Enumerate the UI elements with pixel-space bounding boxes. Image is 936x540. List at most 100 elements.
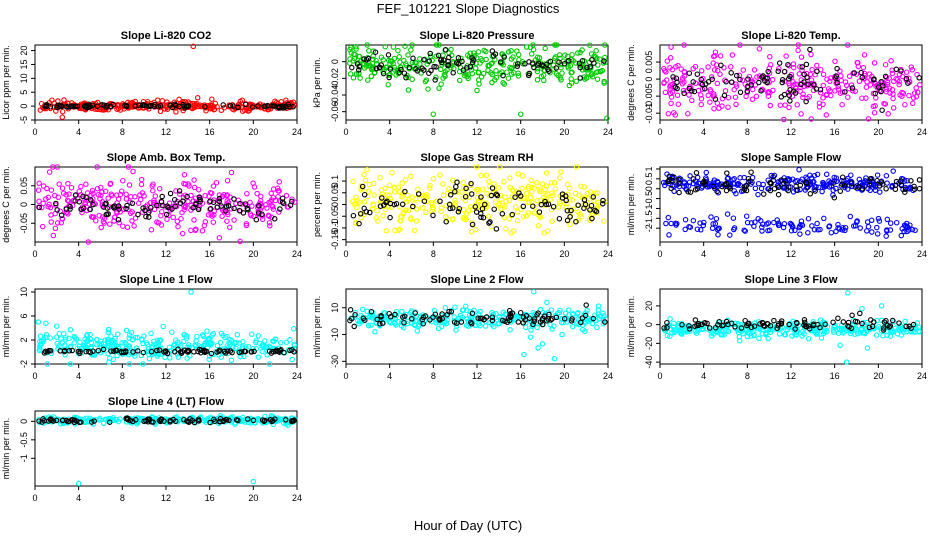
data-point xyxy=(455,61,462,67)
data-point xyxy=(217,416,224,422)
data-point xyxy=(431,307,438,314)
data-point xyxy=(591,197,597,204)
data-point xyxy=(712,53,718,59)
data-point xyxy=(871,60,878,66)
data-point xyxy=(259,348,265,355)
data-point xyxy=(686,92,692,98)
data-point xyxy=(752,185,759,192)
data-point xyxy=(777,102,784,108)
data-point xyxy=(528,51,535,57)
data-point xyxy=(391,189,398,195)
data-point xyxy=(216,347,223,353)
x-tick-label: 16 xyxy=(516,249,526,259)
data-point xyxy=(916,328,922,334)
data-point xyxy=(719,183,725,190)
data-point xyxy=(549,316,555,322)
data-point xyxy=(861,70,868,77)
data-point xyxy=(708,214,714,220)
data-point xyxy=(568,80,575,86)
data-point xyxy=(117,209,123,215)
data-point xyxy=(211,212,217,218)
data-point xyxy=(398,66,404,73)
data-point xyxy=(873,95,879,101)
data-point xyxy=(775,68,781,75)
data-point xyxy=(379,195,385,201)
data-point xyxy=(820,71,827,78)
x-tick-label: 16 xyxy=(205,127,215,137)
data-point xyxy=(569,69,575,76)
data-point xyxy=(767,89,773,96)
data-point xyxy=(727,232,733,238)
data-point xyxy=(661,182,668,189)
data-point xyxy=(452,304,458,310)
data-point xyxy=(845,290,851,296)
data-point xyxy=(204,328,210,334)
data-point xyxy=(196,418,202,424)
data-point xyxy=(492,77,498,83)
data-point xyxy=(833,228,839,235)
data-point xyxy=(455,209,462,215)
data-point xyxy=(37,344,43,350)
data-point xyxy=(395,184,402,190)
data-point xyxy=(550,192,556,199)
data-point xyxy=(887,220,894,226)
data-point xyxy=(94,164,100,170)
data-point xyxy=(275,348,281,355)
data-point xyxy=(797,231,803,237)
data-point xyxy=(369,312,376,319)
data-point xyxy=(415,186,421,192)
data-point xyxy=(98,224,104,231)
data-point xyxy=(254,190,260,197)
data-point xyxy=(36,418,42,424)
data-point xyxy=(661,67,668,74)
data-point xyxy=(452,200,459,206)
data-point xyxy=(44,361,51,367)
x-tick-label: 0 xyxy=(343,371,348,381)
data-point xyxy=(473,209,480,215)
data-point xyxy=(83,194,89,201)
data-point xyxy=(698,68,705,74)
data-point xyxy=(74,103,81,109)
data-point xyxy=(446,54,452,61)
data-point xyxy=(509,211,516,218)
data-point xyxy=(909,100,916,107)
data-point xyxy=(61,342,68,348)
data-point xyxy=(433,42,440,48)
data-point xyxy=(663,220,669,227)
data-point xyxy=(151,103,157,110)
data-point xyxy=(884,180,890,186)
data-point xyxy=(756,335,762,342)
data-point xyxy=(368,73,375,80)
data-point xyxy=(469,310,476,317)
data-point xyxy=(115,203,122,209)
data-point xyxy=(858,69,864,76)
data-point xyxy=(145,348,152,355)
data-point xyxy=(135,200,142,206)
data-point xyxy=(753,93,760,100)
data-point xyxy=(832,58,838,65)
data-point xyxy=(765,335,771,342)
data-point xyxy=(120,177,126,184)
y-tick-label: 0 xyxy=(644,322,654,327)
data-point xyxy=(742,228,748,234)
data-point xyxy=(493,226,500,232)
data-point xyxy=(405,52,411,58)
data-point xyxy=(687,173,693,179)
data-point xyxy=(698,101,704,108)
data-point xyxy=(723,78,729,85)
data-point xyxy=(401,313,408,320)
data-point xyxy=(733,72,740,79)
data-point xyxy=(661,325,667,331)
data-point xyxy=(386,182,393,188)
data-point xyxy=(491,323,497,330)
data-point xyxy=(423,191,430,198)
data-point xyxy=(210,199,217,206)
data-point xyxy=(290,418,297,424)
data-point xyxy=(851,223,857,229)
data-point xyxy=(249,203,255,209)
data-point xyxy=(356,319,363,325)
data-point xyxy=(703,81,709,87)
data-point xyxy=(797,182,804,188)
data-point xyxy=(191,349,197,355)
data-point xyxy=(421,198,428,204)
